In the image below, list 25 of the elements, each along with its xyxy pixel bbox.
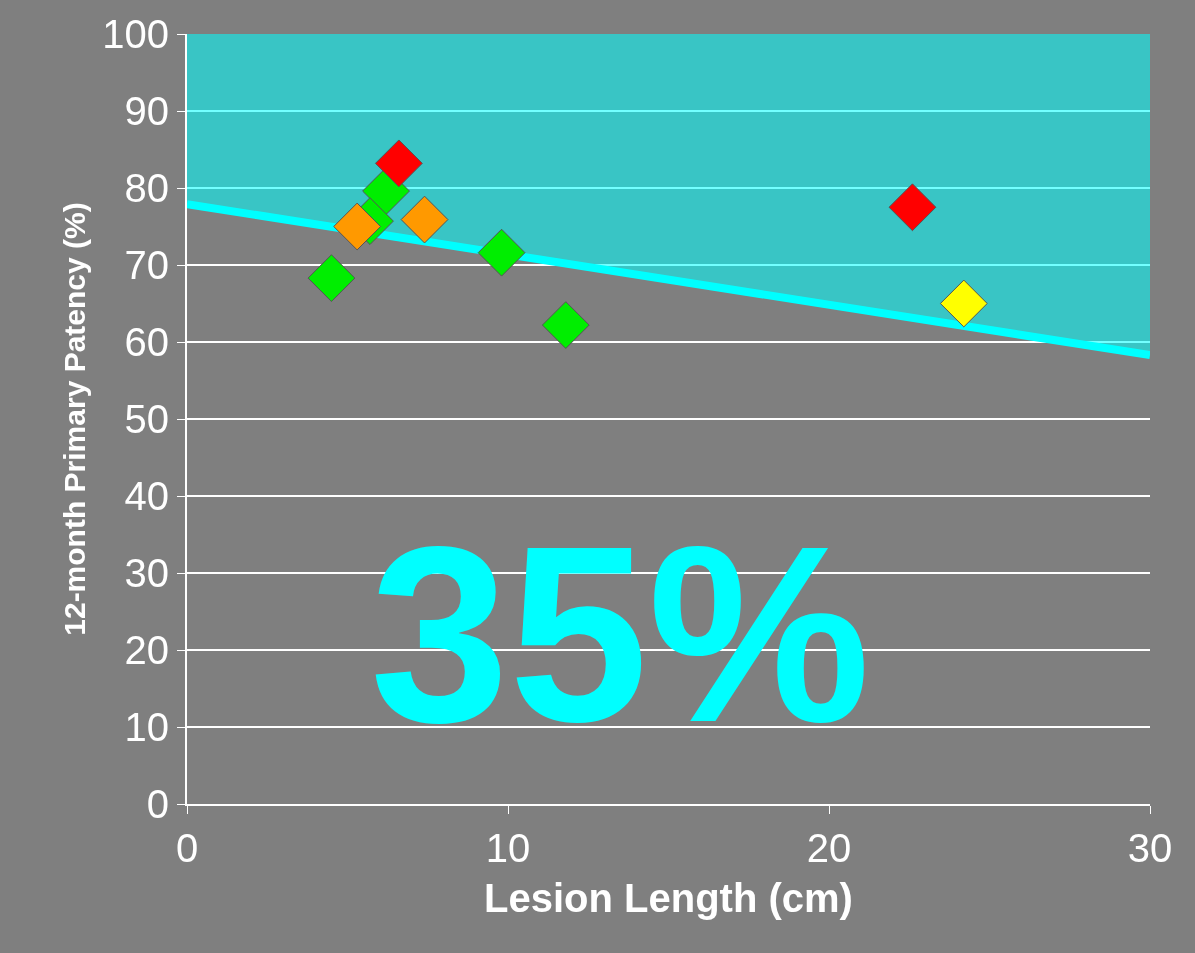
- y-tick-label: 90: [124, 89, 169, 133]
- y-tick-label: 10: [124, 705, 169, 749]
- y-tick-label: 50: [124, 397, 169, 441]
- x-tick-label: 0: [175, 826, 199, 870]
- y-tick-label: 80: [124, 166, 169, 210]
- y-tick-label: 0: [146, 782, 169, 826]
- x-tick-label: 20: [806, 826, 852, 870]
- y-tick-label: 100: [102, 12, 169, 56]
- point: [477, 228, 526, 277]
- y-tick-label: 20: [124, 628, 169, 672]
- y-tick-label: 70: [124, 243, 169, 287]
- point: [888, 183, 937, 232]
- y-axis-title: 12-month Primary Patency (%): [57, 202, 91, 636]
- point: [307, 254, 356, 302]
- point: [374, 139, 423, 188]
- point: [939, 279, 988, 328]
- y-tick-label: 30: [124, 551, 169, 595]
- point: [400, 195, 449, 244]
- x-tick-label: 30: [1127, 826, 1173, 870]
- point: [541, 301, 590, 349]
- y-tick-label: 40: [124, 474, 169, 518]
- x-axis-title: Lesion Length (cm): [484, 876, 853, 920]
- y-tick-label: 60: [124, 320, 169, 364]
- point: [333, 202, 382, 251]
- x-tick-label: 10: [485, 826, 531, 870]
